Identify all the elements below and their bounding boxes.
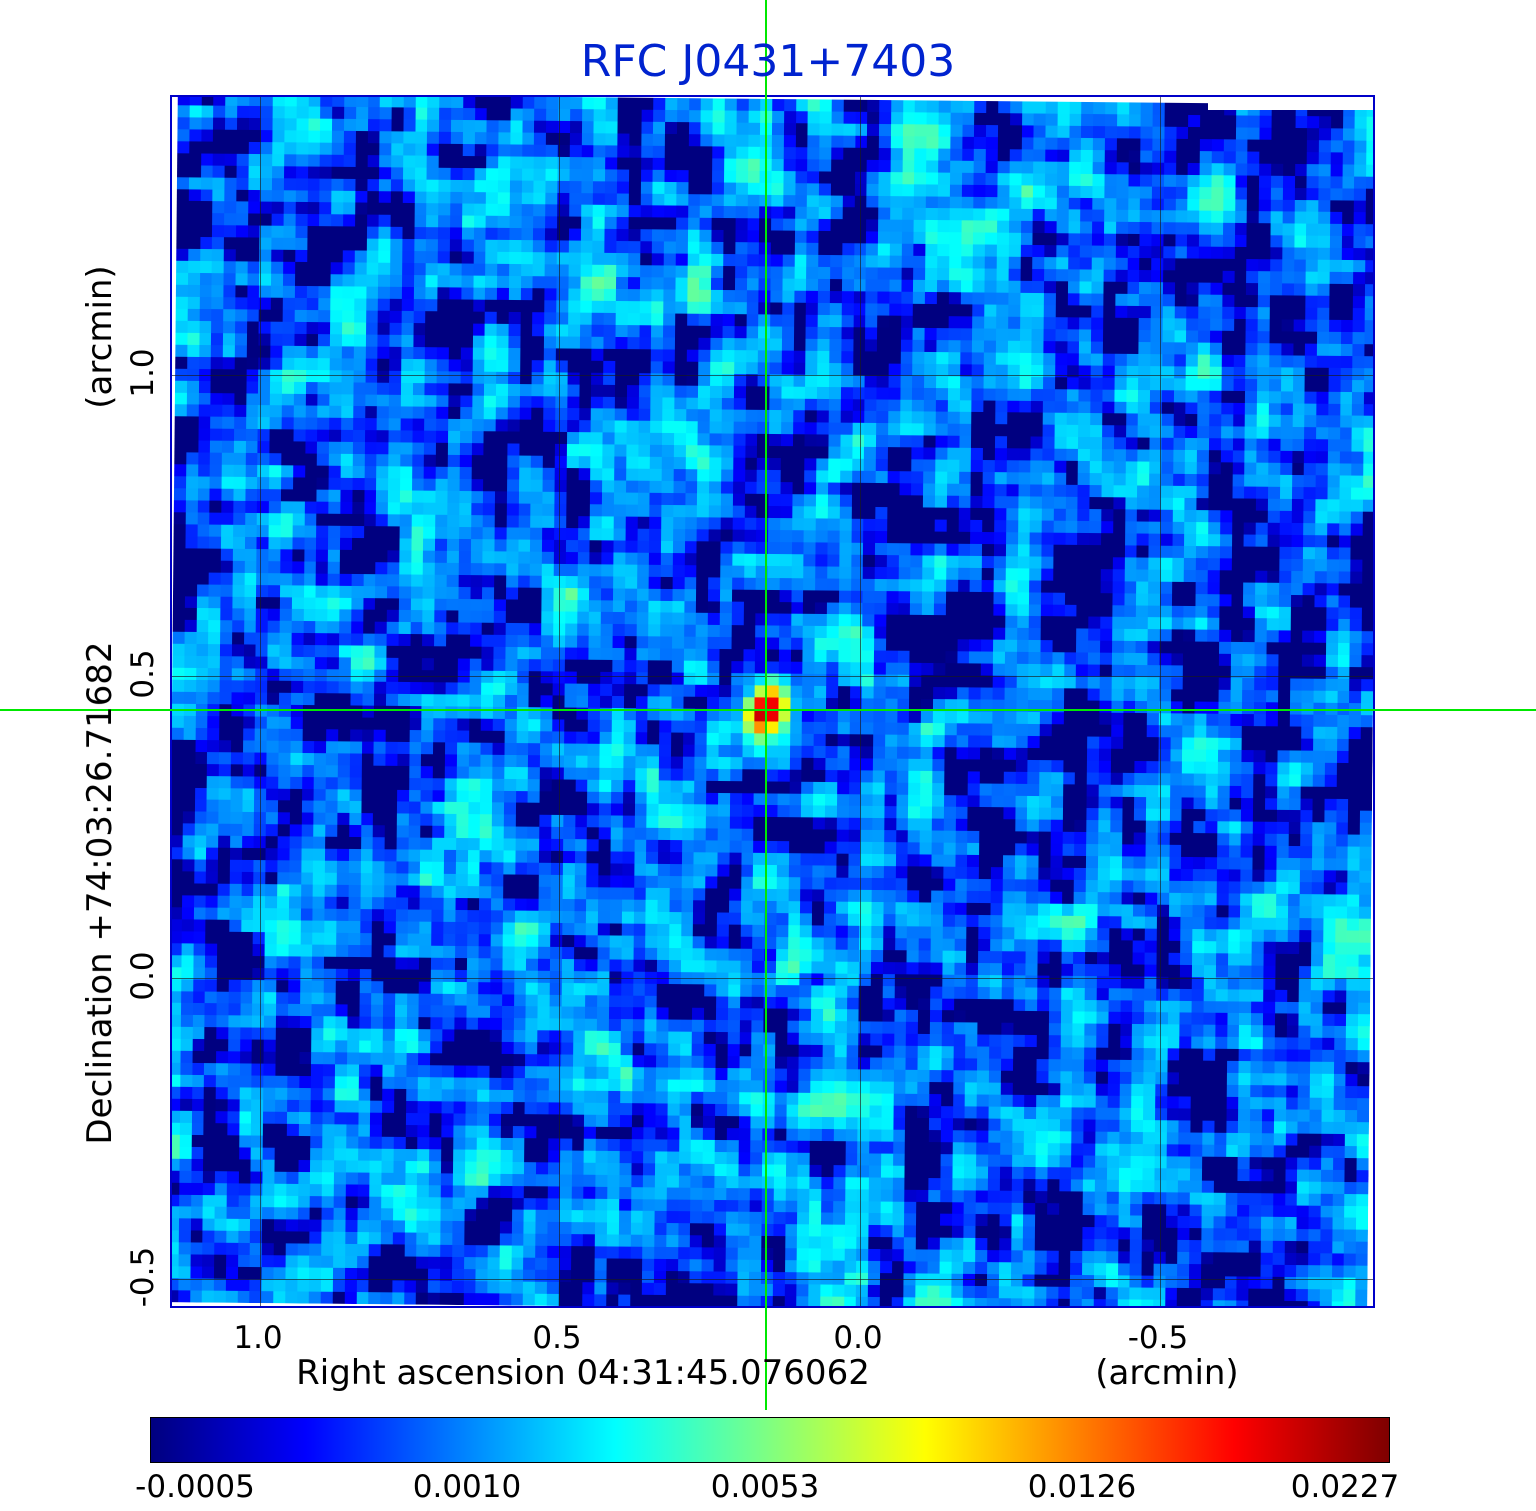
y-tick-label: -0.5	[125, 1246, 161, 1308]
x-axis-unit: (arcmin)	[1095, 1353, 1239, 1393]
x-tick-label: -0.5	[1127, 1320, 1189, 1356]
x-tick-label: 0.0	[833, 1320, 883, 1356]
image-area	[172, 97, 1373, 1306]
plot-title: RFC J0431+7403	[580, 36, 956, 87]
crosshair-vertical-line	[765, 0, 767, 1410]
blank-data-notch	[1208, 97, 1373, 110]
colorbar-tick-label: 0.0053	[710, 1469, 820, 1505]
grid-line-vertical	[860, 97, 861, 1306]
x-axis-label: Right ascension 04:31:45.076062	[296, 1353, 870, 1393]
grid-line-vertical	[260, 97, 261, 1306]
crosshair-horizontal-line	[0, 709, 1536, 711]
grid-line-vertical	[1160, 97, 1161, 1306]
colorbar-tick-label: -0.0005	[135, 1469, 255, 1505]
plot-frame	[170, 95, 1375, 1308]
colorbar-tick-label: 0.0010	[412, 1469, 522, 1505]
grid-line-vertical	[559, 97, 560, 1306]
colorbar-tick-label: 0.0227	[1290, 1469, 1400, 1505]
y-axis-label: Declination +74:03:26.71682	[80, 641, 120, 1145]
colorbar-gradient	[151, 1418, 1389, 1462]
colorbar	[150, 1417, 1390, 1463]
grid-line-horizontal	[172, 676, 1373, 677]
grid-line-horizontal	[172, 375, 1373, 376]
colorbar-tick-label: 0.0126	[1027, 1469, 1137, 1505]
x-tick-label: 0.5	[532, 1320, 582, 1356]
y-tick-label: 0.5	[125, 649, 161, 699]
y-axis-unit: (arcmin)	[80, 265, 120, 409]
y-tick-label: 0.0	[125, 951, 161, 1001]
grid-line-horizontal	[172, 978, 1373, 979]
grid-line-horizontal	[172, 1279, 1373, 1280]
y-tick-label: 1.0	[125, 348, 161, 398]
intensity-map-canvas	[172, 97, 1373, 1306]
x-tick-label: 1.0	[233, 1320, 283, 1356]
